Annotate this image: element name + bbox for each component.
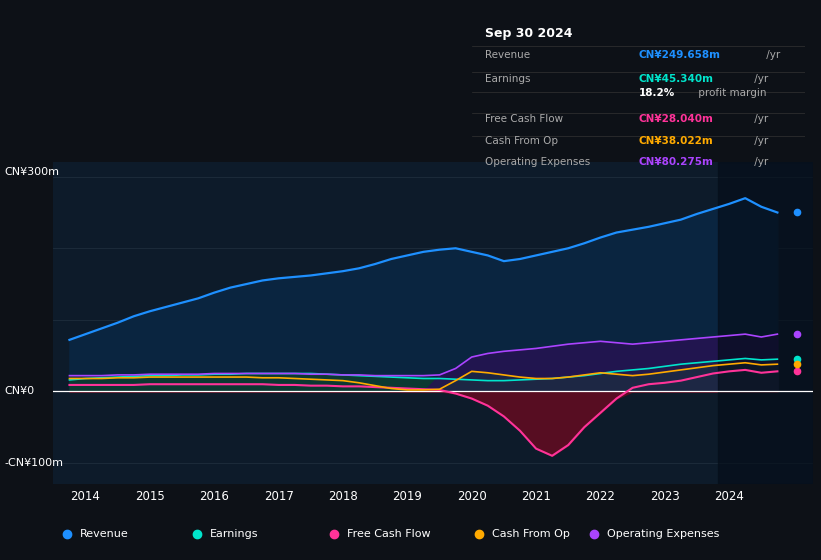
Text: /yr: /yr [751,114,768,124]
Text: Earnings: Earnings [210,529,259,539]
Text: Sep 30 2024: Sep 30 2024 [485,27,573,40]
Text: Operating Expenses: Operating Expenses [485,157,590,167]
Text: Operating Expenses: Operating Expenses [608,529,720,539]
Text: Cash From Op: Cash From Op [492,529,570,539]
Text: CN¥0: CN¥0 [4,386,34,396]
Text: CN¥45.340m: CN¥45.340m [639,74,713,84]
Text: CN¥80.275m: CN¥80.275m [639,157,713,167]
Text: Revenue: Revenue [485,50,530,60]
Text: /yr: /yr [751,74,768,84]
Text: Cash From Op: Cash From Op [485,136,558,146]
Text: /yr: /yr [763,50,780,60]
Text: /yr: /yr [751,136,768,146]
Bar [718,162,813,484]
Text: CN¥249.658m: CN¥249.658m [639,50,720,60]
Text: Revenue: Revenue [80,529,129,539]
Text: CN¥38.022m: CN¥38.022m [639,136,713,146]
Text: Free Cash Flow: Free Cash Flow [347,529,431,539]
Text: CN¥300m: CN¥300m [4,167,59,177]
Text: profit margin: profit margin [695,88,766,98]
Text: -CN¥100m: -CN¥100m [4,458,63,468]
Text: Free Cash Flow: Free Cash Flow [485,114,563,124]
Text: CN¥28.040m: CN¥28.040m [639,114,713,124]
Text: 18.2%: 18.2% [639,88,675,98]
Text: Earnings: Earnings [485,74,531,84]
Text: /yr: /yr [751,157,768,167]
